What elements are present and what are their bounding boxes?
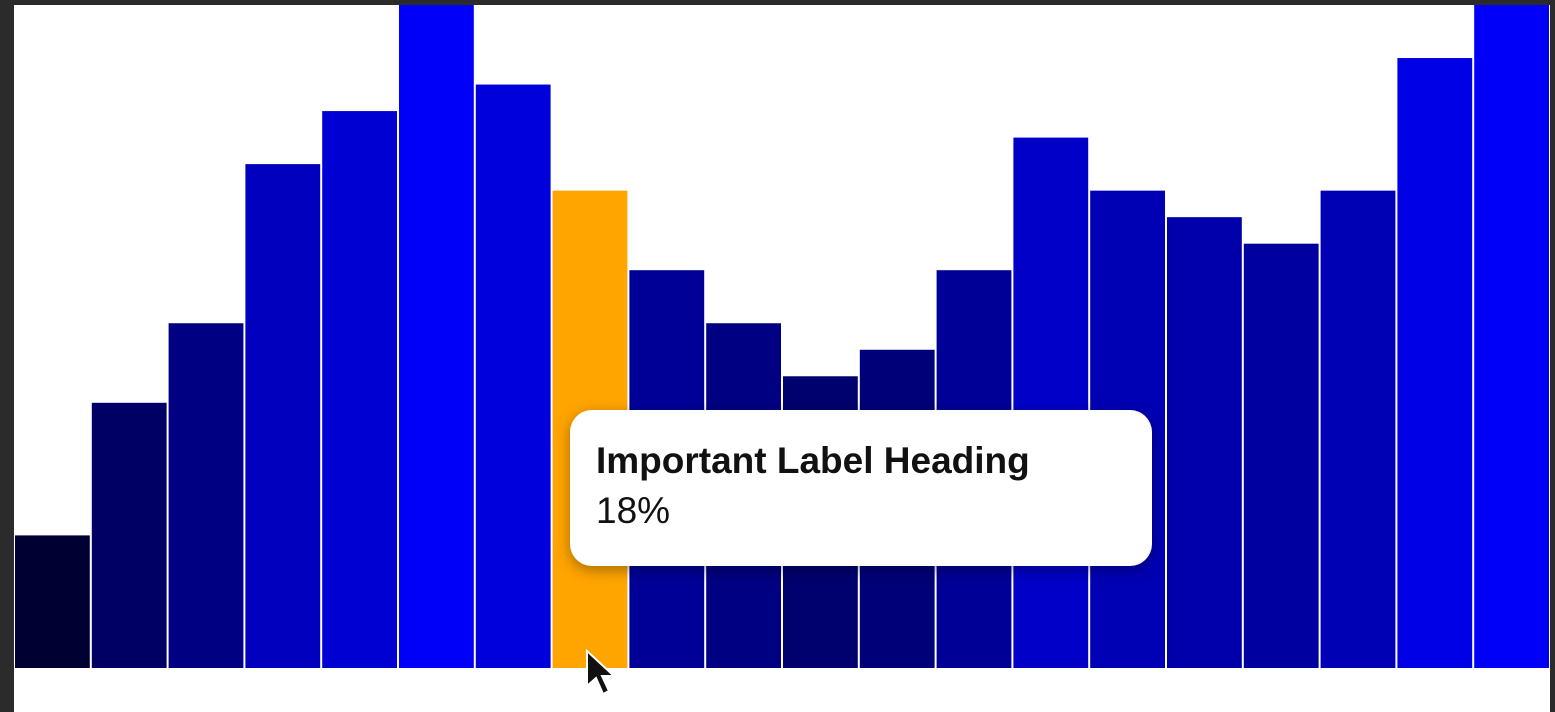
tooltip-heading: Important Label Heading (596, 440, 1030, 481)
tooltip: Important Label Heading 18% (570, 410, 1152, 566)
bar (322, 111, 397, 668)
bar (1474, 5, 1549, 668)
chart (15, 5, 1549, 669)
tooltip-value: 18% (596, 490, 671, 531)
bar (1397, 58, 1473, 669)
bar (245, 164, 321, 668)
bar (1243, 243, 1319, 668)
bar (15, 535, 90, 668)
chart-area: Important Label Heading 18% (14, 5, 1550, 712)
cursor (586, 648, 617, 696)
bar (1167, 217, 1242, 668)
bar (475, 84, 551, 668)
bar (91, 402, 167, 668)
bar (1320, 190, 1396, 668)
bar (1013, 137, 1089, 669)
bar (399, 5, 474, 668)
bar (168, 323, 244, 668)
